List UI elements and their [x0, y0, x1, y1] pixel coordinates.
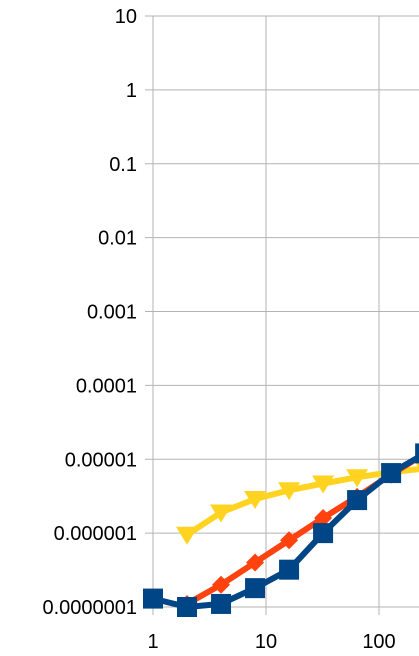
axes: [145, 15, 419, 615]
data-point-triangle: [312, 475, 335, 494]
gridlines: [153, 15, 419, 608]
data-point-square: [279, 559, 300, 580]
data-point-triangle: [244, 490, 267, 509]
y-tick-label: 0.1: [109, 154, 137, 176]
data-point-triangle: [176, 526, 199, 545]
data-point-square: [211, 593, 232, 614]
data-point-square: [245, 578, 266, 599]
data-point-square: [381, 463, 402, 484]
y-tick-label: 0.00001: [65, 449, 137, 471]
data-point-square: [415, 443, 419, 464]
data-point-square: [347, 490, 368, 511]
y-tick-label: 0.0000001: [42, 597, 137, 619]
data-point-square: [177, 597, 198, 617]
x-tick-label: 1: [147, 631, 158, 653]
y-tick-label: 10: [115, 6, 137, 28]
y-tick-label: 1: [126, 80, 137, 102]
x-tick-label: 100: [362, 631, 395, 653]
data-point-square: [313, 523, 334, 544]
data-point-triangle: [278, 482, 301, 501]
series-square: [143, 443, 419, 617]
data-point-square: [143, 588, 163, 609]
data-point-diamond: [212, 575, 231, 594]
data-point-diamond: [246, 553, 265, 572]
data-point-diamond: [314, 509, 333, 528]
data-point-triangle: [346, 469, 369, 488]
y-tick-label: 0.01: [98, 228, 137, 250]
series-layer: [143, 443, 419, 617]
x-tick-label: 10: [255, 631, 277, 653]
y-tick-label: 0.0001: [76, 375, 137, 397]
data-point-triangle: [210, 504, 233, 523]
y-tick-label: 0.000001: [54, 523, 137, 545]
y-tick-labels: 10 1 0.1 0.01 0.001 0.0001 0.00001 0.000001 0.00…: [42, 6, 137, 619]
data-point-diamond: [280, 531, 299, 550]
x-tick-labels: 1 10 100: [147, 631, 395, 653]
y-tick-label: 0.001: [87, 302, 137, 324]
